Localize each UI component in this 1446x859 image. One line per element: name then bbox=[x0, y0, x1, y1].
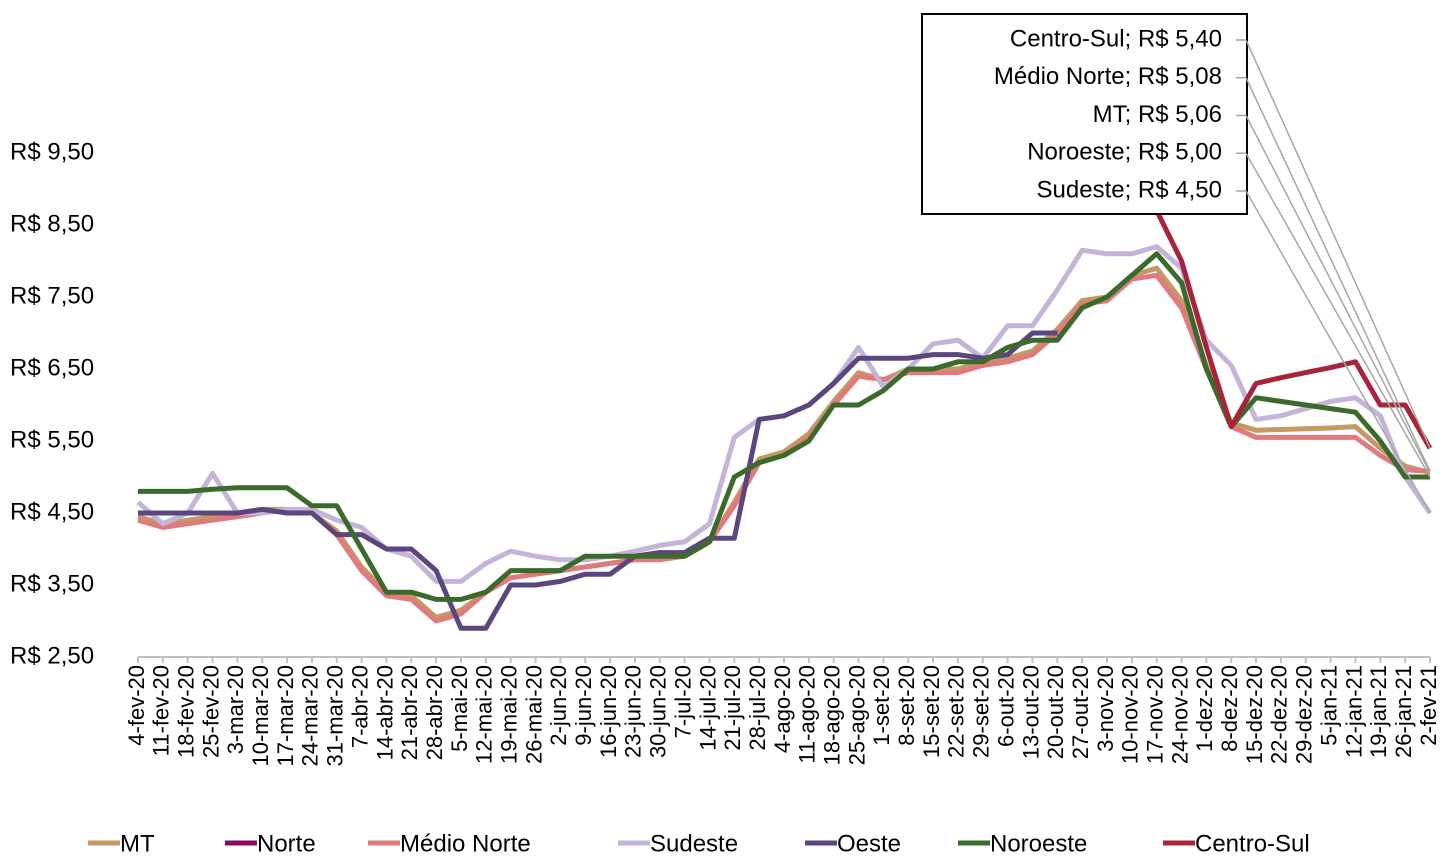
series-line bbox=[138, 251, 1430, 602]
x-tick-label: 8-set-20 bbox=[894, 665, 919, 746]
x-tick-label: 2-jun-20 bbox=[546, 665, 571, 746]
annotation-label: Centro-Sul; R$ 5,40 bbox=[1010, 25, 1222, 52]
x-tick-label: 8-dez-20 bbox=[1217, 665, 1242, 752]
x-tick-label: 31-mar-20 bbox=[323, 665, 348, 766]
series-line bbox=[1154, 209, 1433, 450]
x-tick-label: 19-mai-20 bbox=[497, 665, 522, 764]
x-tick-label: 11-ago-20 bbox=[795, 665, 820, 764]
x-tick-label: 14-abr-20 bbox=[372, 665, 397, 760]
y-tick-label: R$ 4,50 bbox=[10, 498, 94, 525]
x-tick-label: 10-mar-20 bbox=[248, 665, 273, 766]
x-tick-label: 7-jul-20 bbox=[670, 665, 695, 738]
x-tick-label: 24-mar-20 bbox=[298, 665, 323, 766]
annotation-label: MT; R$ 5,06 bbox=[1093, 101, 1222, 128]
legend-item: MT bbox=[88, 830, 155, 857]
y-tick-label: R$ 6,50 bbox=[10, 354, 94, 381]
x-tick-label: 21-abr-20 bbox=[397, 665, 422, 760]
x-tick-label: 11-fev-20 bbox=[149, 665, 174, 756]
legend-item: Centro-Sul bbox=[1163, 830, 1310, 857]
legend-label: Médio Norte bbox=[400, 830, 531, 857]
legend-item: Médio Norte bbox=[368, 830, 531, 857]
x-tick-label: 29-set-20 bbox=[969, 665, 994, 758]
x-tick-label: 25-fev-20 bbox=[198, 665, 223, 758]
annotation-label: Médio Norte; R$ 5,08 bbox=[994, 63, 1222, 90]
x-tick-label: 22-dez-20 bbox=[1267, 665, 1292, 764]
x-tick-label: 9-jun-20 bbox=[571, 665, 596, 746]
leader-line bbox=[1245, 190, 1431, 514]
x-tick-label: 12-mai-20 bbox=[472, 665, 497, 764]
x-tick-label: 16-jun-20 bbox=[596, 665, 621, 758]
legend-item: Sudeste bbox=[618, 830, 738, 857]
x-tick-label: 27-out-20 bbox=[1068, 665, 1093, 759]
x-tick-label: 5-jan-21 bbox=[1316, 665, 1341, 746]
y-tick-label: R$ 8,50 bbox=[10, 210, 94, 237]
x-tick-label: 13-out-20 bbox=[1018, 665, 1043, 759]
y-tick-label: R$ 7,50 bbox=[10, 282, 94, 309]
x-tick-label: 5-mai-20 bbox=[447, 665, 472, 752]
x-tick-label: 18-ago-20 bbox=[820, 665, 845, 765]
legend-label: Oeste bbox=[837, 830, 901, 857]
leader-line bbox=[1245, 115, 1431, 474]
annotation-box bbox=[921, 13, 1248, 215]
x-tick-label: 21-jul-20 bbox=[720, 665, 745, 751]
y-tick-label: R$ 2,50 bbox=[10, 642, 94, 669]
y-tick-label: R$ 9,50 bbox=[10, 138, 94, 165]
x-tick-label: 18-fev-20 bbox=[174, 665, 199, 758]
x-tick-label: 4-ago-20 bbox=[770, 665, 795, 753]
x-tick-label: 15-set-20 bbox=[919, 665, 944, 758]
x-tick-label: 19-jan-21 bbox=[1366, 665, 1391, 758]
legend-item: Noroeste bbox=[958, 830, 1087, 857]
x-tick-label: 26-mai-20 bbox=[521, 665, 546, 764]
x-tick-label: 14-jul-20 bbox=[695, 665, 720, 751]
series-line bbox=[138, 330, 1058, 631]
legend-label: Sudeste bbox=[650, 830, 738, 857]
x-tick-label: 26-jan-21 bbox=[1391, 665, 1416, 758]
leader-line bbox=[1245, 77, 1431, 472]
x-tick-label: 24-nov-20 bbox=[1167, 665, 1192, 764]
x-tick-label: 7-abr-20 bbox=[347, 665, 372, 748]
x-tick-label: 2-fev-21 bbox=[1416, 665, 1441, 746]
x-tick-label: 1-set-20 bbox=[869, 665, 894, 746]
x-tick-label: 1-dez-20 bbox=[1192, 665, 1217, 752]
legend-item: Oeste bbox=[805, 830, 901, 857]
x-tick-label: 15-dez-20 bbox=[1242, 665, 1267, 764]
x-tick-label: 30-jun-20 bbox=[646, 665, 671, 758]
y-tick-label: R$ 3,50 bbox=[10, 570, 94, 597]
legend-label: MT bbox=[120, 830, 155, 857]
x-tick-label: 29-dez-20 bbox=[1292, 665, 1317, 764]
leader-line bbox=[1245, 152, 1431, 478]
x-tick-label: 28-abr-20 bbox=[422, 665, 447, 760]
x-tick-label: 10-nov-20 bbox=[1118, 665, 1143, 764]
x-tick-label: 28-jul-20 bbox=[745, 665, 770, 751]
x-tick-label: 17-nov-20 bbox=[1143, 665, 1168, 764]
x-tick-label: 12-jan-21 bbox=[1341, 665, 1366, 758]
legend-label: Noroeste bbox=[990, 830, 1087, 857]
legend-label: Norte bbox=[257, 830, 316, 857]
legend-label: Centro-Sul bbox=[1195, 830, 1310, 857]
series-line bbox=[137, 265, 1431, 620]
x-tick-label: 20-out-20 bbox=[1043, 665, 1068, 759]
legend-item: Norte bbox=[225, 830, 316, 857]
x-tick-label: 4-fev-20 bbox=[124, 665, 149, 746]
x-tick-label: 3-mar-20 bbox=[223, 665, 248, 754]
x-tick-label: 17-mar-20 bbox=[273, 665, 298, 766]
x-tick-label: 6-out-20 bbox=[993, 665, 1018, 747]
x-tick-label: 3-nov-20 bbox=[1093, 665, 1118, 752]
annotation-label: Noroeste; R$ 5,00 bbox=[1027, 139, 1222, 166]
y-tick-label: R$ 5,50 bbox=[10, 426, 94, 453]
x-tick-label: 25-ago-20 bbox=[844, 665, 869, 765]
series-line bbox=[137, 272, 1431, 624]
annotation-label: Sudeste; R$ 4,50 bbox=[1037, 176, 1222, 203]
x-tick-label: 23-jun-20 bbox=[621, 665, 646, 758]
x-tick-label: 22-set-20 bbox=[944, 665, 969, 758]
leader-line bbox=[1245, 39, 1431, 449]
